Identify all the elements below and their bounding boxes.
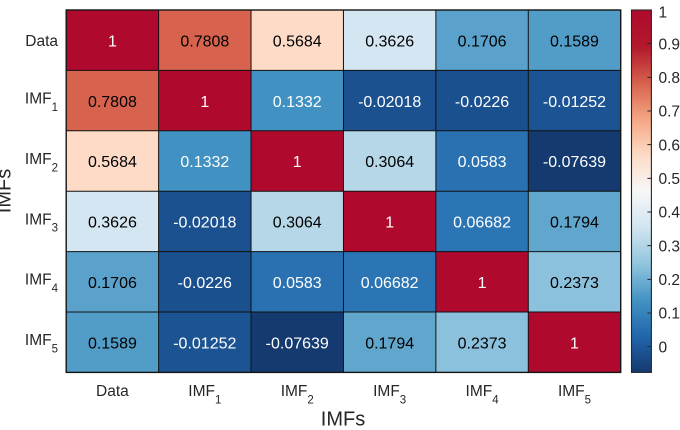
svg-text:0.3: 0.3: [659, 238, 680, 255]
svg-text:0.1: 0.1: [659, 306, 680, 323]
svg-text:1: 1: [385, 215, 394, 232]
svg-text:0.1332: 0.1332: [180, 154, 229, 171]
svg-text:0.3626: 0.3626: [88, 215, 137, 232]
svg-text:-0.02018: -0.02018: [358, 94, 421, 111]
svg-text:0.1589: 0.1589: [88, 335, 137, 352]
svg-text:1: 1: [570, 335, 579, 352]
svg-text:-0.01252: -0.01252: [543, 94, 606, 111]
svg-text:-0.01252: -0.01252: [173, 335, 236, 352]
svg-text:0.1332: 0.1332: [273, 94, 322, 111]
svg-text:0.6: 0.6: [659, 137, 680, 154]
svg-text:0.2373: 0.2373: [458, 335, 507, 352]
svg-text:1: 1: [293, 154, 302, 171]
svg-text:-0.02018: -0.02018: [173, 215, 236, 232]
svg-text:0.1706: 0.1706: [458, 33, 507, 50]
svg-text:0.0583: 0.0583: [273, 275, 322, 292]
svg-text:1: 1: [659, 5, 668, 22]
svg-text:0.2: 0.2: [659, 272, 680, 289]
svg-text:0: 0: [659, 339, 668, 356]
svg-text:0.1794: 0.1794: [550, 215, 599, 232]
svg-text:0.06682: 0.06682: [361, 275, 419, 292]
svg-text:0.5: 0.5: [659, 171, 680, 188]
svg-text:1: 1: [108, 33, 117, 50]
svg-text:0.4: 0.4: [659, 205, 680, 222]
svg-text:0.8: 0.8: [659, 70, 680, 87]
svg-text:-0.07639: -0.07639: [543, 154, 606, 171]
svg-text:0.7808: 0.7808: [180, 33, 229, 50]
svg-text:-0.0226: -0.0226: [178, 275, 232, 292]
svg-text:IMFs: IMFs: [0, 169, 15, 213]
svg-text:Data: Data: [96, 383, 129, 400]
svg-text:0.5684: 0.5684: [88, 154, 137, 171]
svg-text:0.5684: 0.5684: [273, 33, 322, 50]
svg-text:0.7808: 0.7808: [88, 94, 137, 111]
svg-text:0.3064: 0.3064: [273, 215, 322, 232]
svg-text:0.9: 0.9: [659, 36, 680, 53]
svg-text:0.1794: 0.1794: [365, 335, 414, 352]
svg-text:-0.0226: -0.0226: [455, 94, 509, 111]
svg-text:Data: Data: [25, 33, 58, 50]
svg-text:1: 1: [478, 275, 487, 292]
svg-text:0.3626: 0.3626: [365, 33, 414, 50]
svg-text:0.7: 0.7: [659, 104, 680, 121]
svg-text:0.06682: 0.06682: [453, 215, 511, 232]
svg-text:-0.07639: -0.07639: [266, 335, 329, 352]
svg-text:1: 1: [200, 94, 209, 111]
svg-text:0.1706: 0.1706: [88, 275, 137, 292]
svg-text:0.3064: 0.3064: [365, 154, 414, 171]
svg-text:0.2373: 0.2373: [550, 275, 599, 292]
svg-text:0.1589: 0.1589: [550, 33, 599, 50]
svg-text:IMFs: IMFs: [321, 409, 365, 430]
svg-text:0.0583: 0.0583: [458, 154, 507, 171]
